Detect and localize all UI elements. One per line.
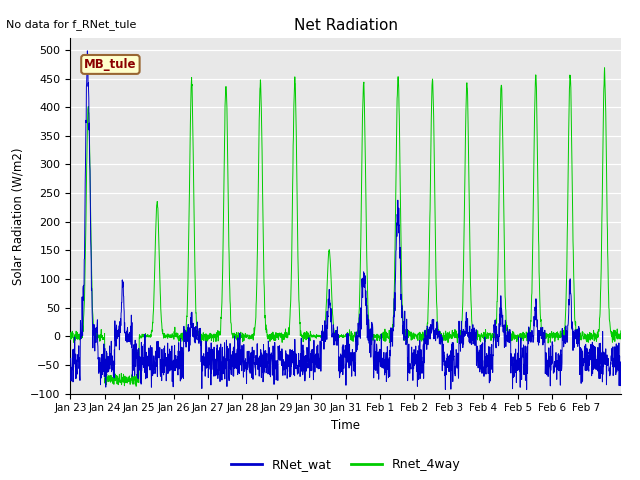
Legend: RNet_wat, Rnet_4way: RNet_wat, Rnet_4way (226, 453, 465, 476)
Title: Net Radiation: Net Radiation (294, 18, 397, 33)
Text: MB_tule: MB_tule (84, 58, 137, 71)
X-axis label: Time: Time (331, 419, 360, 432)
Y-axis label: Solar Radiation (W/m2): Solar Radiation (W/m2) (12, 147, 25, 285)
Text: No data for f_RNet_tule: No data for f_RNet_tule (6, 19, 137, 30)
